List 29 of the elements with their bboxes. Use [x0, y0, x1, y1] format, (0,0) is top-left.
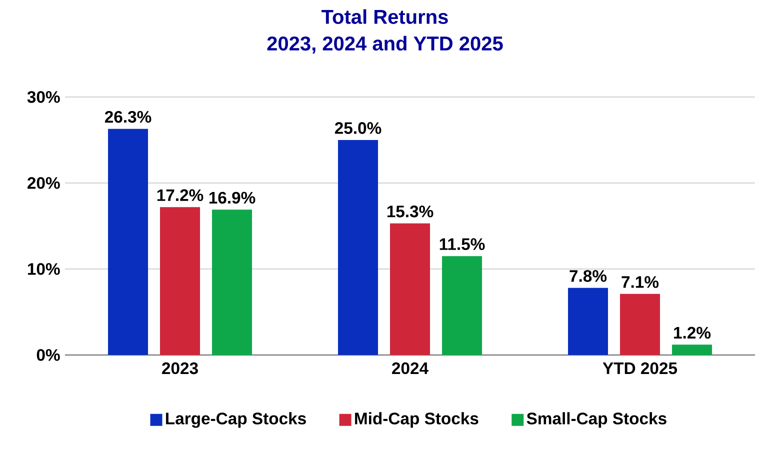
bar	[108, 128, 148, 355]
y-tick-label: 20%	[28, 177, 60, 189]
x-tick-label: 2023	[162, 362, 198, 374]
y-tick-label: 10%	[28, 263, 60, 275]
chart-title: Total Returns 2023, 2024 and YTD 2025	[267, 9, 503, 54]
x-tick-label: YTD 2025	[602, 362, 678, 374]
bar	[338, 140, 378, 355]
data-label: 7.8%	[570, 270, 607, 282]
bar	[620, 294, 660, 355]
bar	[672, 344, 712, 355]
data-label: 1.2%	[674, 326, 711, 339]
bar	[212, 210, 252, 355]
x-tick-label: 2024	[392, 362, 428, 374]
bar	[390, 223, 430, 355]
y-tick-label: 30%	[27, 91, 60, 103]
y-tick-label: 0%	[36, 349, 60, 361]
bar	[568, 288, 608, 355]
data-label: 7.1%	[622, 276, 659, 288]
legend-label: Large-Cap Stocks	[166, 412, 306, 428]
legend-label: Small-Cap Stocks	[526, 412, 666, 428]
data-label: 15.3%	[387, 206, 434, 218]
legend-label: Mid-Cap Stocks	[355, 412, 478, 428]
data-label: 25.0%	[334, 122, 382, 134]
bar	[160, 207, 200, 355]
data-label: 26.3%	[104, 110, 152, 123]
data-label: 17.2%	[157, 189, 204, 202]
bar	[442, 256, 482, 355]
data-label: 11.5%	[440, 238, 485, 250]
data-label: 16.9%	[209, 192, 256, 204]
